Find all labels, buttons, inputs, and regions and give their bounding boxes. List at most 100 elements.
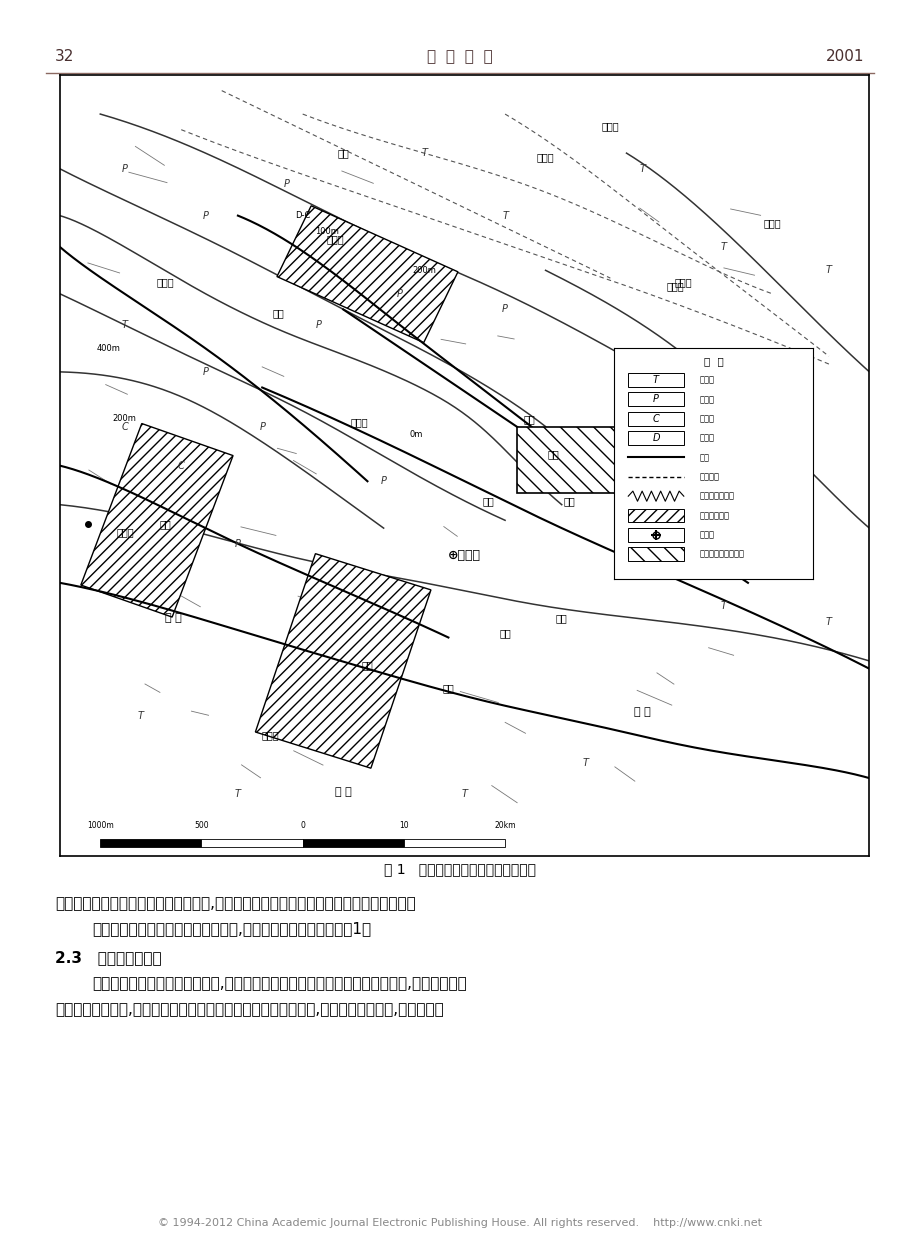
Text: P: P xyxy=(380,476,386,486)
Text: 500: 500 xyxy=(194,821,209,830)
Text: 南琼: 南琼 xyxy=(652,441,664,451)
Text: 32: 32 xyxy=(55,49,74,64)
Bar xyxy=(628,392,683,406)
Text: T: T xyxy=(583,758,588,768)
Text: 兴仁县: 兴仁县 xyxy=(738,362,756,372)
Text: 20km: 20km xyxy=(494,821,516,830)
Text: T: T xyxy=(461,789,467,799)
Text: 断层: 断层 xyxy=(699,452,709,462)
Text: 凉花山: 凉花山 xyxy=(536,152,554,162)
Text: 盘县: 盘县 xyxy=(337,148,348,158)
Text: T: T xyxy=(800,522,807,532)
Text: P: P xyxy=(202,210,209,220)
Text: T: T xyxy=(825,616,831,628)
Text: 老万播: 老万播 xyxy=(763,219,780,229)
Text: 贵金: 贵金 xyxy=(159,519,171,529)
Polygon shape xyxy=(277,206,458,342)
Text: P: P xyxy=(202,368,209,378)
Text: 贞丰: 贞丰 xyxy=(523,414,535,424)
Bar xyxy=(201,839,302,848)
Text: 0: 0 xyxy=(300,821,305,830)
Text: T: T xyxy=(121,320,128,330)
Text: T: T xyxy=(639,164,645,174)
Text: 三叠系: 三叠系 xyxy=(699,375,714,385)
Text: 凝灰岩型金矿体产于各背斜核部,多位于走向断裂旁侧的次级断裂构造及其附近,以及上下二叠: 凝灰岩型金矿体产于各背斜核部,多位于走向断裂旁侧的次级断裂构造及其附近,以及上下… xyxy=(92,976,466,991)
Text: 二叠系: 二叠系 xyxy=(699,395,714,404)
Text: 晴隆庄: 晴隆庄 xyxy=(665,281,683,291)
Text: C: C xyxy=(177,460,185,470)
Text: 2001: 2001 xyxy=(825,49,864,64)
Text: P: P xyxy=(652,394,658,404)
Text: 黄泥河: 黄泥河 xyxy=(350,418,368,428)
Text: T: T xyxy=(234,789,241,799)
Text: 玄武岩等厚度线: 玄武岩等厚度线 xyxy=(699,491,734,501)
Text: 万人囤: 万人囤 xyxy=(754,418,772,428)
Text: 泥盆系: 泥盆系 xyxy=(699,434,714,442)
Text: 0m: 0m xyxy=(409,430,422,439)
Text: 大地: 大地 xyxy=(442,684,454,694)
Text: 2.3   金矿构造及蚀变: 2.3 金矿构造及蚀变 xyxy=(55,950,162,965)
Text: 普安镇: 普安镇 xyxy=(326,234,344,244)
Text: 凝灰岩型金矿远景区: 凝灰岩型金矿远景区 xyxy=(699,550,743,559)
Text: 1000m: 1000m xyxy=(86,821,114,830)
Bar xyxy=(628,372,683,388)
Bar xyxy=(302,839,403,848)
Text: P: P xyxy=(396,289,403,299)
Text: P: P xyxy=(315,320,322,330)
Text: T: T xyxy=(785,398,790,408)
Bar xyxy=(100,839,201,848)
Text: 100m: 100m xyxy=(314,226,338,236)
Text: 乐贡旅: 乐贡旅 xyxy=(156,278,174,288)
Text: 200m: 200m xyxy=(412,266,436,275)
Text: 普独: 普独 xyxy=(563,496,575,506)
Bar xyxy=(403,839,505,848)
Text: © 1994-2012 China Academic Journal Electronic Publishing House. All rights reser: © 1994-2012 China Academic Journal Elect… xyxy=(158,1218,761,1228)
Text: 200m: 200m xyxy=(112,414,136,424)
Text: P: P xyxy=(259,421,265,431)
Text: P: P xyxy=(234,539,241,549)
Text: 大水井: 大水井 xyxy=(261,730,278,740)
Text: 普安县: 普安县 xyxy=(601,121,618,131)
Text: ⊕兴义市: ⊕兴义市 xyxy=(448,549,481,562)
Text: 罗平县: 罗平县 xyxy=(117,528,134,538)
Text: 金矿点: 金矿点 xyxy=(699,530,714,540)
Bar xyxy=(628,509,683,522)
Text: P: P xyxy=(283,179,289,189)
Text: T: T xyxy=(720,242,726,252)
Text: 中  国  地  质: 中 国 地 质 xyxy=(426,49,493,64)
Text: 鸡鸣: 鸡鸣 xyxy=(272,309,284,319)
Polygon shape xyxy=(255,554,430,769)
Text: 图  例: 图 例 xyxy=(703,356,722,366)
Text: C: C xyxy=(652,414,659,424)
Text: 10: 10 xyxy=(399,821,408,830)
Text: T: T xyxy=(421,148,426,158)
Text: 晴隆庄: 晴隆庄 xyxy=(674,278,691,288)
Text: D-C: D-C xyxy=(295,211,310,220)
Text: 泥堡: 泥堡 xyxy=(547,449,559,459)
Text: T: T xyxy=(502,210,507,220)
Text: 广 西: 广 西 xyxy=(633,706,651,716)
Text: 产于峨眉山玄武岩底部的火山凝灰岩中,其次产于峨嵋山玄武岩中部所夹的火山凝灰岩中。: 产于峨眉山玄武岩底部的火山凝灰岩中,其次产于峨嵋山玄武岩中部所夹的火山凝灰岩中。 xyxy=(55,896,415,911)
Text: C: C xyxy=(121,421,128,431)
Text: P: P xyxy=(502,304,507,314)
Text: 石炭系: 石炭系 xyxy=(699,414,714,424)
Text: 册亨: 册亨 xyxy=(361,660,373,670)
Text: 400m: 400m xyxy=(96,344,120,352)
Text: 图 1   贵州火山凝灰岩分布区地质略图: 图 1 贵州火山凝灰岩分布区地质略图 xyxy=(383,861,536,876)
Text: 地层界线: 地层界线 xyxy=(699,472,719,481)
Text: 云 南: 云 南 xyxy=(165,612,181,622)
Bar xyxy=(516,426,686,493)
Text: 凝灰岩分布区: 凝灰岩分布区 xyxy=(699,511,729,520)
Bar xyxy=(628,411,683,426)
Text: 罗甸: 罗甸 xyxy=(555,612,567,622)
Text: 广 西: 广 西 xyxy=(335,788,351,798)
Text: 现以凝灰岩分布区的泥堡金矿点为例,将赋金地层剖面特征列于表1。: 现以凝灰岩分布区的泥堡金矿点为例,将赋金地层剖面特征列于表1。 xyxy=(92,921,370,936)
Text: 统层间滑动构造中,但矿体产状及形态与断裂构造的关系不甚明显,而主要受地层控制,顺层产出。: 统层间滑动构造中,但矿体产状及形态与断裂构造的关系不甚明显,而主要受地层控制,顺… xyxy=(55,1003,444,1018)
Text: T: T xyxy=(652,375,658,385)
Text: P: P xyxy=(121,164,128,174)
Text: D: D xyxy=(652,432,659,442)
Text: 马岭: 马岭 xyxy=(482,496,494,506)
Bar xyxy=(628,528,683,541)
Text: T: T xyxy=(720,601,726,611)
Polygon shape xyxy=(81,424,233,618)
